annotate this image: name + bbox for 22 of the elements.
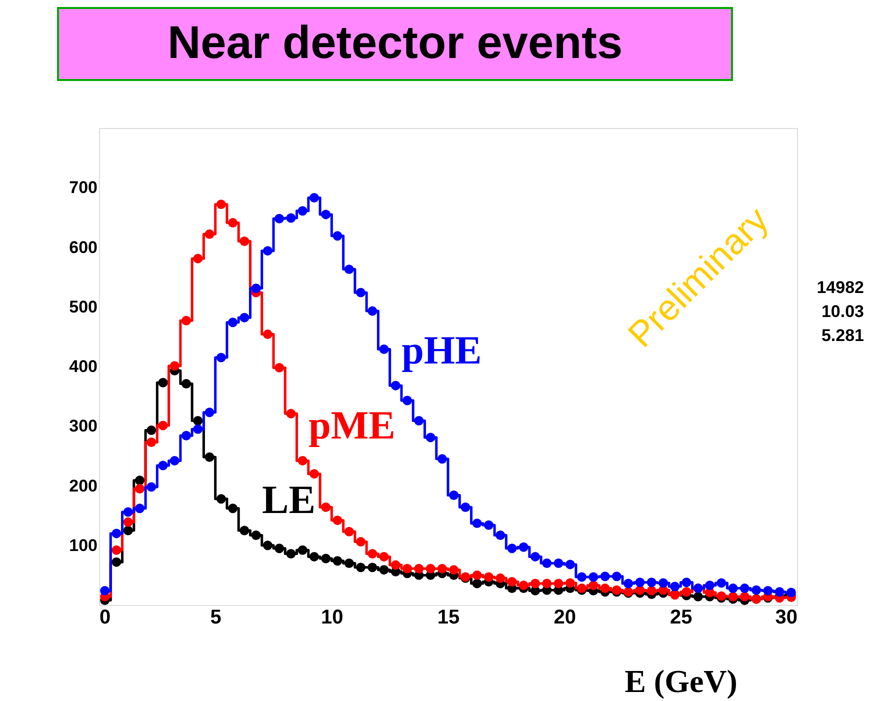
text: 10.03: [821, 302, 864, 321]
x-tick-label: 10: [321, 606, 344, 628]
series-label: LE: [262, 477, 316, 522]
x-tick-label: 20: [554, 606, 576, 628]
x-axis-title: E (GeV): [624, 663, 738, 699]
y-tick-label: 400: [69, 357, 98, 376]
y-tick-label: 700: [69, 178, 98, 198]
series-label: pME: [308, 402, 396, 448]
series-label: pHE: [402, 328, 482, 373]
x-tick-label: 5: [210, 606, 222, 628]
y-tick-label: 100: [69, 536, 98, 555]
text: 5.281: [821, 326, 864, 345]
y-tick-label: 300: [69, 416, 98, 436]
y-tick-label: 200: [69, 476, 98, 496]
x-tick-label: 25: [670, 606, 692, 628]
y-tick-label: 500: [69, 297, 98, 316]
y-tick-label: 600: [69, 238, 98, 257]
x-tick-label: 30: [775, 606, 798, 628]
chart-title: Near detector events: [167, 16, 623, 68]
x-tick-label: 0: [100, 606, 111, 628]
x-tick-label: 15: [437, 606, 460, 628]
text: 14982: [816, 278, 864, 297]
